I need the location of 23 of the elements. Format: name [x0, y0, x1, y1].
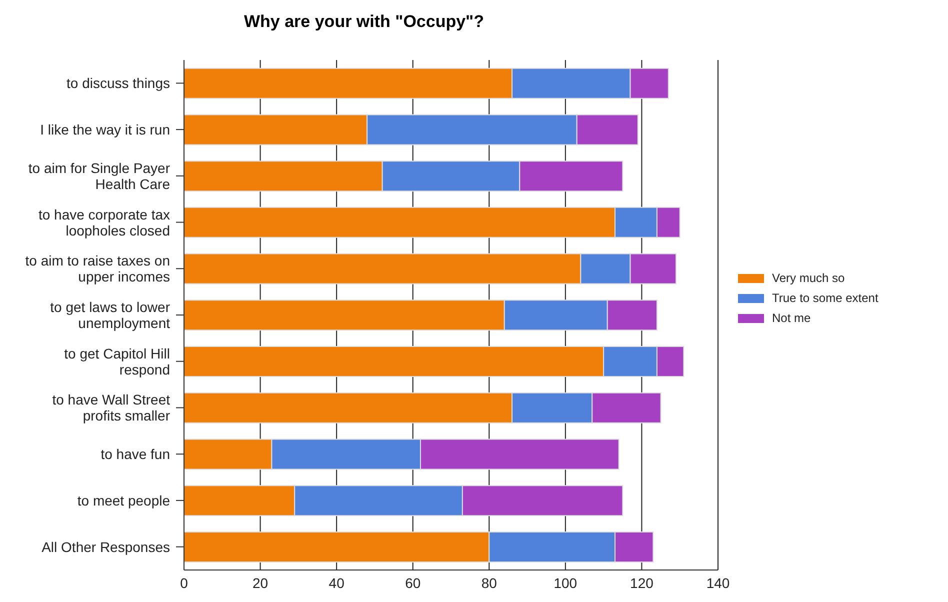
- x-tick-label: 100: [554, 574, 578, 591]
- legend-label: True to some extent: [772, 291, 878, 305]
- y-tick-label: to have Wall Street profits smaller: [52, 392, 170, 424]
- y-tick-label: to get Capitol Hill respond: [64, 345, 170, 378]
- y-tick-label: All Other Responses: [42, 538, 170, 555]
- x-tick-label: 140: [706, 574, 730, 591]
- y-tick-label: to aim to raise taxes on upper incomes: [25, 252, 170, 285]
- chart-title: Why are your with "Occupy"?: [243, 12, 485, 32]
- legend-label: Not me: [772, 311, 811, 325]
- y-tick-label: I like the way it is run: [40, 122, 170, 138]
- y-tick-label: to meet people: [77, 492, 170, 508]
- x-tick-label: 120: [630, 574, 654, 591]
- y-tick-label: to have fun: [100, 446, 170, 462]
- x-tick-label: 20: [252, 574, 268, 591]
- x-tick-label: 80: [481, 574, 498, 591]
- y-tick-label: to aim for Single Payer Health Care: [28, 160, 170, 192]
- y-tick-label: to get laws to lower unemployment: [50, 299, 170, 331]
- legend-label: Very much so: [772, 271, 845, 285]
- y-tick-label: to discuss things: [66, 75, 170, 92]
- x-tick-label: 0: [180, 574, 188, 591]
- x-tick-label: 60: [405, 574, 421, 591]
- x-tick-label: 40: [328, 574, 345, 591]
- y-tick-label: to have corporate tax loopholes closed: [38, 206, 170, 238]
